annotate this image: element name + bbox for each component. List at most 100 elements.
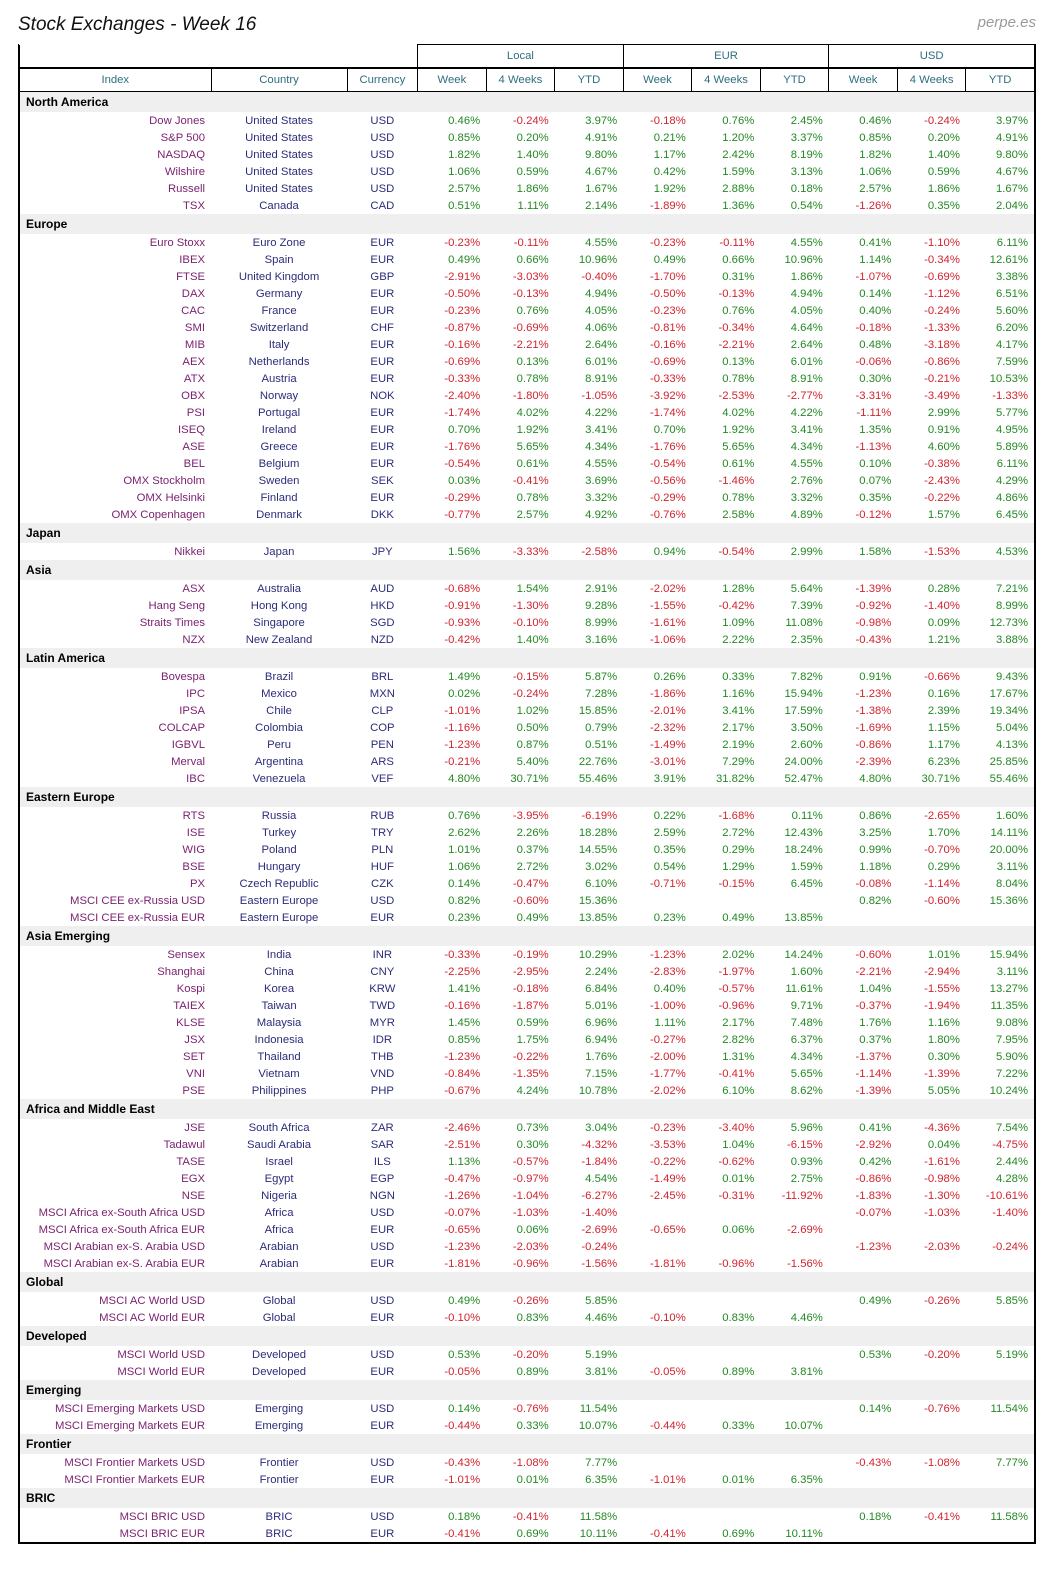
usd-value-cell: 0.41% xyxy=(829,1119,898,1136)
table-row: DAX Germany EUR -0.50% -0.13% 4.94% -0.50% -0.1… xyxy=(20,285,1035,302)
usd-value-cell: 0.16% xyxy=(897,685,966,702)
index-name-cell: JSE xyxy=(20,1119,212,1136)
index-name-cell: DAX xyxy=(20,285,212,302)
usd-value-cell: 4.17% xyxy=(966,336,1035,353)
table-row: EGX Egypt EGP -0.47% -0.97% 4.54% -1.49% 0.01% 2… xyxy=(20,1170,1035,1187)
section-title: Asia Emerging xyxy=(20,926,1035,946)
eur-value-cell: 0.18% xyxy=(760,180,829,197)
usd-value-cell: 7.22% xyxy=(966,1065,1035,1082)
local-value-cell: 0.73% xyxy=(486,1119,555,1136)
table-row: MSCI AC World EUR Global EUR -0.10% 0.83% 4.4… xyxy=(20,1309,1035,1326)
local-value-cell: -0.97% xyxy=(486,1170,555,1187)
eur-value-cell: -1.76% xyxy=(623,438,692,455)
eur-value-cell: 2.45% xyxy=(760,112,829,129)
local-value-cell: 15.36% xyxy=(555,892,624,909)
local-value-cell: -0.91% xyxy=(418,597,487,614)
usd-value-cell: 4.53% xyxy=(966,543,1035,560)
local-value-cell: 1.76% xyxy=(555,1048,624,1065)
eur-value-cell: 1.31% xyxy=(692,1048,761,1065)
local-value-cell: -0.84% xyxy=(418,1065,487,1082)
table-row: IBC Venezuela VEF 4.80% 30.71% 55.46% 3.91% 31.… xyxy=(20,770,1035,787)
currency-cell: GBP xyxy=(347,268,418,285)
table-row: NZX New Zealand NZD -0.42% 1.40% 3.16% -1.06% 2… xyxy=(20,631,1035,648)
section-header-row: Asia xyxy=(20,560,1035,580)
country-cell: Austria xyxy=(211,370,347,387)
local-value-cell: 14.55% xyxy=(555,841,624,858)
country-cell: Nigeria xyxy=(211,1187,347,1204)
usd-value-cell: 1.80% xyxy=(897,1031,966,1048)
currency-cell: EUR xyxy=(347,455,418,472)
local-value-cell: 1.13% xyxy=(418,1153,487,1170)
section-header-row: Europe xyxy=(20,214,1035,234)
local-value-cell: -1.23% xyxy=(418,1238,487,1255)
local-value-cell: -0.18% xyxy=(486,980,555,997)
usd-value-cell xyxy=(897,1417,966,1434)
local-value-cell: 6.35% xyxy=(555,1471,624,1488)
usd-value-cell: -1.07% xyxy=(829,268,898,285)
eur-value-cell: 0.93% xyxy=(760,1153,829,1170)
usd-value-cell: 0.07% xyxy=(829,472,898,489)
local-value-cell: -1.26% xyxy=(418,1187,487,1204)
page-header: Stock Exchanges - Week 16 perpe.es xyxy=(18,14,1036,36)
usd-value-cell: -0.86% xyxy=(829,1170,898,1187)
usd-value-cell xyxy=(897,1363,966,1380)
eur-value-cell: -1.61% xyxy=(623,614,692,631)
usd-value-cell: 9.43% xyxy=(966,668,1035,685)
eur-value-cell: 4.34% xyxy=(760,438,829,455)
country-cell: Saudi Arabia xyxy=(211,1136,347,1153)
section-header-row: Eastern Europe xyxy=(20,787,1035,807)
country-cell: Denmark xyxy=(211,506,347,523)
country-cell: Global xyxy=(211,1309,347,1326)
local-value-cell: -2.95% xyxy=(486,963,555,980)
usd-value-cell: -1.23% xyxy=(829,685,898,702)
local-value-cell: 2.26% xyxy=(486,824,555,841)
currency-cell: USD xyxy=(347,892,418,909)
eur-value-cell: 1.59% xyxy=(760,858,829,875)
usd-value-cell: 13.27% xyxy=(966,980,1035,997)
col-header-local-week: Week xyxy=(418,68,487,92)
local-value-cell: 0.66% xyxy=(486,251,555,268)
index-name-cell: Kospi xyxy=(20,980,212,997)
usd-value-cell: 0.35% xyxy=(829,489,898,506)
eur-value-cell: 31.82% xyxy=(692,770,761,787)
table-row: Kospi Korea KRW 1.41% -0.18% 6.84% 0.40% -0.57%… xyxy=(20,980,1035,997)
watermark-label: perpe.es xyxy=(978,14,1036,31)
usd-value-cell: -1.13% xyxy=(829,438,898,455)
eur-value-cell: 1.11% xyxy=(623,1014,692,1031)
eur-value-cell: -0.96% xyxy=(692,1255,761,1272)
currency-cell: CAD xyxy=(347,197,418,214)
local-value-cell: -2.51% xyxy=(418,1136,487,1153)
local-value-cell: -0.69% xyxy=(418,353,487,370)
eur-value-cell: 1.16% xyxy=(692,685,761,702)
eur-value-cell: 0.31% xyxy=(692,268,761,285)
table-row: OMX Helsinki Finland EUR -0.29% 0.78% 3.32% -0… xyxy=(20,489,1035,506)
country-cell: Poland xyxy=(211,841,347,858)
eur-value-cell: 2.58% xyxy=(692,506,761,523)
usd-value-cell: 11.35% xyxy=(966,997,1035,1014)
eur-value-cell: 8.62% xyxy=(760,1082,829,1099)
local-value-cell: -0.10% xyxy=(486,614,555,631)
index-name-cell: IBEX xyxy=(20,251,212,268)
usd-value-cell: 14.11% xyxy=(966,824,1035,841)
usd-value-cell: -0.86% xyxy=(897,353,966,370)
eur-value-cell: 1.17% xyxy=(623,146,692,163)
usd-value-cell: 4.28% xyxy=(966,1170,1035,1187)
index-name-cell: FTSE xyxy=(20,268,212,285)
eur-value-cell xyxy=(760,1292,829,1309)
usd-value-cell: 1.17% xyxy=(897,736,966,753)
usd-value-cell: 6.23% xyxy=(897,753,966,770)
eur-value-cell: -0.42% xyxy=(692,597,761,614)
usd-value-cell: 3.88% xyxy=(966,631,1035,648)
currency-cell: JPY xyxy=(347,543,418,560)
usd-value-cell: -0.24% xyxy=(966,1238,1035,1255)
local-value-cell: -0.47% xyxy=(486,875,555,892)
table-row: Wilshire United States USD 1.06% 0.59% 4.67% 0… xyxy=(20,163,1035,180)
table-row: SET Thailand THB -1.23% -0.22% 1.76% -2.00% 1.3… xyxy=(20,1048,1035,1065)
country-cell: Israel xyxy=(211,1153,347,1170)
eur-value-cell: 7.39% xyxy=(760,597,829,614)
local-value-cell: 0.23% xyxy=(418,909,487,926)
index-name-cell: MSCI Africa ex-South Africa EUR xyxy=(20,1221,212,1238)
eur-value-cell: 0.33% xyxy=(692,1417,761,1434)
table-row: Nikkei Japan JPY 1.56% -3.33% -2.58% 0.94% -0.5… xyxy=(20,543,1035,560)
eur-value-cell: -2.32% xyxy=(623,719,692,736)
